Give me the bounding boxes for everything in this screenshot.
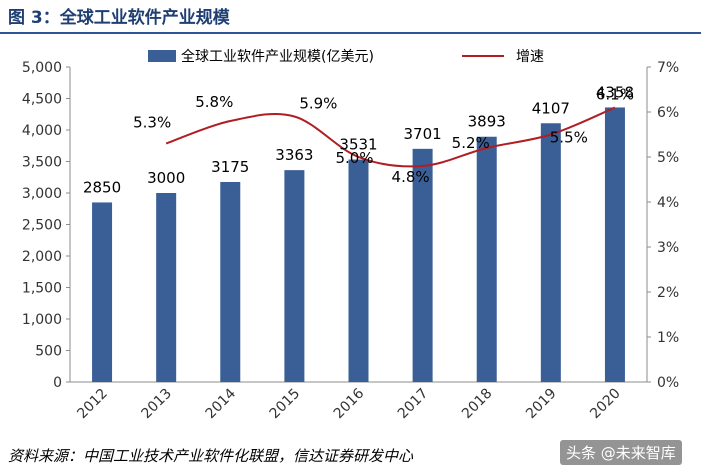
line-value-label: 5.2% [452, 134, 490, 152]
y-left-tick-label: 500 [35, 344, 62, 360]
growth-line [165, 106, 616, 168]
y-left-tick-label: 2,000 [22, 249, 62, 265]
line-value-label: 4.8% [392, 168, 430, 186]
bar [220, 181, 241, 382]
bar [156, 193, 177, 382]
y-left-tick-label: 3,000 [22, 186, 62, 202]
bar-value-label: 3363 [275, 146, 313, 164]
bar [284, 170, 305, 382]
title-rule [0, 32, 701, 34]
line-value-label: 5.3% [133, 114, 171, 132]
bar-series [92, 107, 625, 383]
chart-legend: 全球工业软件产业规模(亿美元) 增速 [148, 48, 544, 65]
y-right-tick-label: 1% [657, 330, 679, 346]
x-tick-label: 2012 [74, 386, 111, 423]
bar-value-label: 3531 [339, 136, 377, 154]
bar-value-label: 3000 [147, 169, 185, 187]
y-left-tick-label: 2,500 [22, 218, 62, 234]
x-tick-label: 2015 [267, 386, 304, 423]
x-tick-label: 2018 [459, 386, 496, 423]
bar [540, 123, 561, 382]
y-left-tick-label: 1,500 [22, 281, 62, 297]
x-tick-label: 2017 [395, 386, 432, 423]
x-tick-label: 2014 [203, 385, 240, 422]
growth-line-series [165, 106, 616, 168]
bar [476, 136, 497, 382]
x-tick-label: 2020 [587, 386, 624, 423]
source-note: 资料来源：中国工业技术产业软件化联盟，信达证券研发中心 [8, 447, 414, 465]
bar-value-label: 3175 [211, 158, 249, 176]
watermark: 头条 @未来智库 [560, 440, 682, 465]
y-right-tick-label: 3% [657, 240, 679, 256]
line-value-label: 5.9% [299, 95, 337, 113]
x-tick-label: 2016 [331, 385, 368, 422]
y-right-tick-label: 7% [657, 60, 679, 76]
y-right-tick-label: 5% [657, 150, 679, 166]
legend-bar-label: 全球工业软件产业规模(亿美元) [181, 48, 374, 65]
bar [92, 202, 113, 382]
y-right-tick-label: 0% [657, 375, 679, 391]
y-left-tick-label: 5,000 [22, 60, 62, 76]
y-right-tick-label: 2% [657, 285, 679, 301]
legend-line-label: 增速 [516, 49, 544, 65]
line-value-label: 5.5% [550, 129, 588, 147]
y-right-tick-label: 4% [657, 195, 679, 211]
x-tick-label: 2019 [523, 386, 560, 423]
line-value-label: 5.0% [335, 149, 373, 167]
x-tick-label: 2013 [138, 386, 175, 423]
y-left-tick-label: 3,500 [22, 155, 62, 171]
y-right-tick-label: 6% [657, 105, 679, 121]
y-left-tick-label: 0 [53, 375, 62, 391]
line-value-label: 5.8% [195, 93, 233, 111]
y-left-tick-label: 1,000 [22, 312, 62, 328]
bar-value-label: 3893 [468, 113, 506, 131]
data-labels: 2850 3000 3175 3363 3531 3701 3893 4107 4358 5.3%… [83, 83, 634, 196]
legend-bar-swatch [148, 50, 176, 62]
bar-value-label: 2850 [83, 178, 121, 196]
y-left-tick-label: 4,000 [22, 123, 62, 139]
bar-value-label: 4358 [596, 83, 634, 101]
line-value-label: 6.1% [596, 86, 634, 104]
bar-value-label: 3701 [404, 125, 442, 143]
figure-title: 图 3：全球工业软件产业规模 [8, 8, 230, 28]
bar [412, 148, 433, 382]
bar-value-label: 4107 [532, 99, 570, 117]
bar [604, 107, 625, 383]
y-left-tick-label: 4,500 [22, 92, 62, 108]
bar [348, 159, 369, 382]
